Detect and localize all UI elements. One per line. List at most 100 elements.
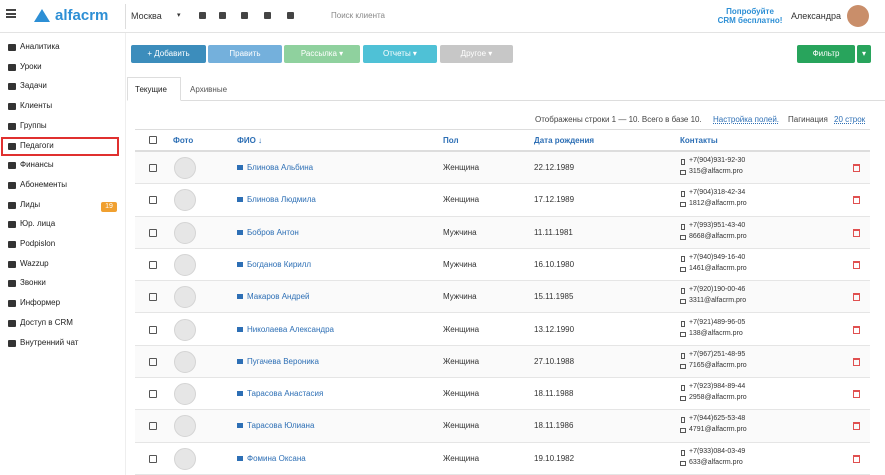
row-checkbox[interactable] <box>149 260 157 269</box>
sidebar-border <box>125 33 126 475</box>
table-row <box>135 442 870 475</box>
row-checkbox[interactable] <box>149 196 157 205</box>
delete-button[interactable] <box>853 390 860 399</box>
row-checkbox[interactable] <box>149 293 157 302</box>
teacher-name[interactable]: Тарасова Юлиана <box>247 421 315 431</box>
row-checkbox[interactable] <box>149 357 157 366</box>
sidebar-icon <box>8 280 16 288</box>
delete-button[interactable] <box>853 422 860 431</box>
promo-line-1[interactable]: Попробуйте <box>726 7 774 16</box>
logo[interactable]: alfacrm <box>55 7 109 24</box>
avatar <box>174 157 196 179</box>
row-checkbox[interactable] <box>149 228 157 237</box>
teacher-name[interactable]: Богданов Кирилл <box>247 259 312 269</box>
row-checkbox[interactable] <box>149 454 157 463</box>
select-all-checkbox[interactable] <box>149 136 157 144</box>
gender: Женщина <box>443 324 480 334</box>
teacher-name[interactable]: Тарасова Анастасия <box>247 389 324 399</box>
table-row <box>135 248 870 282</box>
sidebar-item[interactable]: Информер <box>20 298 61 308</box>
sidebar-item[interactable]: Юр. лица <box>20 219 56 229</box>
toolbar-button[interactable]: Править <box>208 45 282 63</box>
email: 4791@alfacrm.pro <box>689 426 747 434</box>
sidebar-item[interactable]: Аналитика <box>20 42 60 51</box>
sidebar-item[interactable]: Доступ в CRM <box>20 317 73 327</box>
delete-button[interactable] <box>853 196 860 205</box>
toolbar-button[interactable]: + Добавить <box>131 45 206 63</box>
toolbar-button[interactable]: Рассылка ▾ <box>284 45 360 63</box>
user-name[interactable]: Александра <box>791 11 842 21</box>
phone-icon <box>681 449 685 456</box>
sidebar-item[interactable]: Группы <box>20 120 47 130</box>
filter-caret[interactable]: ▾ <box>857 45 871 63</box>
toolbar-button[interactable]: Отчеты ▾ <box>363 45 437 63</box>
sidebar-item[interactable]: Педагоги <box>20 140 54 150</box>
table-row <box>135 184 870 217</box>
delete-button[interactable] <box>853 164 860 172</box>
header-icon[interactable] <box>199 12 206 19</box>
header-icon[interactable] <box>219 12 226 19</box>
user-avatar[interactable] <box>847 5 869 27</box>
avatar <box>174 286 196 309</box>
table-row <box>135 152 870 185</box>
delete-button[interactable] <box>853 454 860 463</box>
sidebar-item[interactable]: Задачи <box>20 81 47 91</box>
column-header[interactable]: Пол <box>443 136 459 145</box>
column-header[interactable]: Дата рождения <box>534 136 595 145</box>
sidebar-item[interactable]: Звонки <box>20 278 46 288</box>
phone-icon <box>681 385 685 392</box>
column-header[interactable]: ФИО ↓ <box>237 136 263 145</box>
header-icon[interactable] <box>241 12 248 19</box>
city-select[interactable]: Москва <box>131 11 162 21</box>
teacher-name[interactable]: Фомина Оксана <box>247 453 306 463</box>
delete-button[interactable] <box>853 357 860 366</box>
filter-button[interactable]: Фильтр <box>797 45 855 63</box>
row-checkbox[interactable] <box>149 164 157 172</box>
search-input[interactable]: Поиск клиента <box>331 11 386 20</box>
teacher-icon <box>237 391 243 397</box>
sidebar-item[interactable]: Абонементы <box>20 179 68 189</box>
sidebar-item[interactable]: Wazzup <box>20 258 49 268</box>
tab[interactable]: Архивные <box>190 85 228 94</box>
sidebar-item[interactable]: Podpislon <box>20 239 56 248</box>
email-icon <box>680 460 686 466</box>
table-row <box>135 345 870 379</box>
delete-button[interactable] <box>853 293 860 302</box>
teacher-name[interactable]: Блинова Альбина <box>247 163 314 172</box>
avatar <box>174 447 196 470</box>
teacher-name[interactable]: Бобров Антон <box>247 227 299 237</box>
row-checkbox[interactable] <box>149 325 157 334</box>
rows-link[interactable]: 20 строк <box>834 115 866 124</box>
delete-button[interactable] <box>853 228 860 237</box>
sidebar-icon <box>8 162 16 170</box>
teacher-name[interactable]: Блинова Людмила <box>247 195 316 205</box>
sidebar-item[interactable]: Финансы <box>20 160 54 170</box>
tab-active <box>127 77 181 101</box>
fields-link[interactable]: Настройка полей. <box>713 115 780 124</box>
tab[interactable]: Текущие <box>135 85 167 94</box>
sidebar-item[interactable]: Внутренний чат <box>20 337 79 347</box>
teacher-name[interactable]: Николаева Александра <box>247 324 334 334</box>
column-header[interactable]: Контакты <box>680 136 718 145</box>
row-checkbox[interactable] <box>149 390 157 399</box>
toolbar-button[interactable]: Другое ▾ <box>440 45 513 63</box>
phone-icon <box>681 320 685 327</box>
birth-date: 18.11.1986 <box>534 421 574 431</box>
email-icon <box>680 299 686 305</box>
teacher-name[interactable]: Макаров Андрей <box>247 292 310 302</box>
delete-button[interactable] <box>853 325 860 334</box>
sidebar-item[interactable]: Лиды <box>20 199 41 209</box>
sidebar-item[interactable]: Клиенты <box>20 101 53 111</box>
teacher-name[interactable]: Пугачева Вероника <box>247 356 319 366</box>
column-header[interactable]: Фото <box>173 136 194 145</box>
menu-icon[interactable] <box>6 9 16 18</box>
sidebar-item[interactable]: Уроки <box>20 61 42 71</box>
tab-bar-line <box>127 100 885 101</box>
header-icon[interactable] <box>264 12 271 19</box>
promo-line-2[interactable]: CRM бесплатно! <box>717 16 783 25</box>
header-icon[interactable] <box>287 12 294 19</box>
row-checkbox[interactable] <box>149 422 157 431</box>
phone: +7(967)251-48-95 <box>689 350 746 358</box>
delete-button[interactable] <box>853 260 860 269</box>
table-row <box>135 313 870 346</box>
